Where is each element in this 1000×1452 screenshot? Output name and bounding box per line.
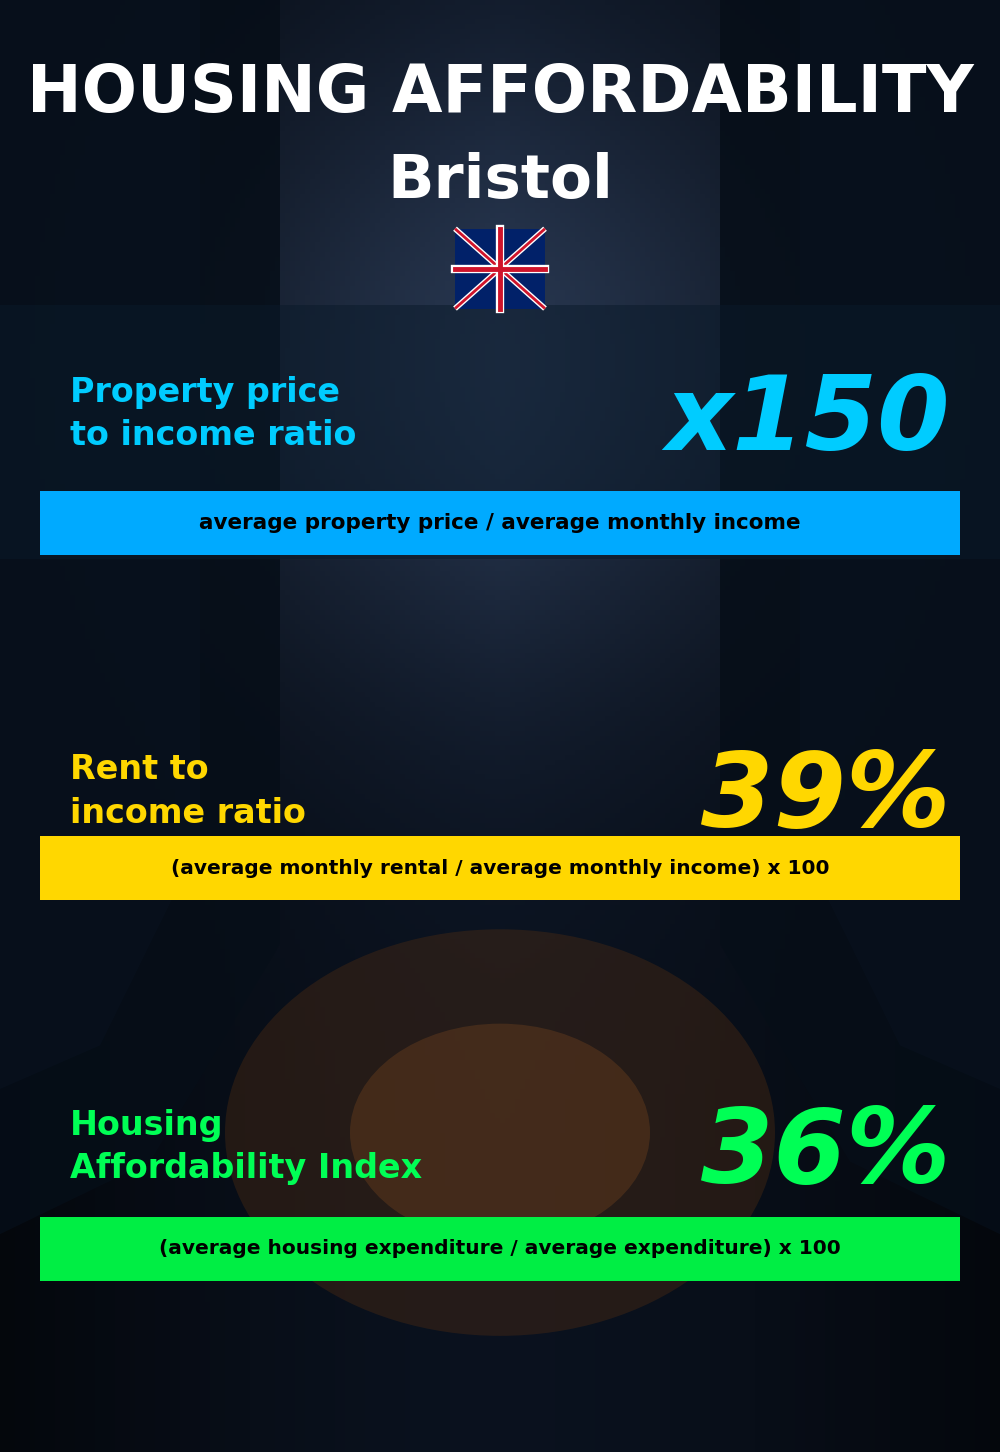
Text: 39%: 39% [701, 748, 950, 849]
Text: Housing
Affordability Index: Housing Affordability Index [70, 1109, 422, 1185]
Polygon shape [720, 0, 1000, 1234]
Ellipse shape [225, 929, 775, 1336]
Text: (average monthly rental / average monthly income) x 100: (average monthly rental / average monthl… [171, 858, 829, 878]
FancyBboxPatch shape [0, 305, 1000, 559]
Polygon shape [0, 0, 200, 1089]
FancyBboxPatch shape [40, 836, 960, 900]
Ellipse shape [350, 1024, 650, 1241]
FancyBboxPatch shape [455, 228, 545, 308]
Text: Property price
to income ratio: Property price to income ratio [70, 376, 356, 452]
FancyBboxPatch shape [40, 1217, 960, 1281]
Text: 36%: 36% [701, 1104, 950, 1205]
Text: average property price / average monthly income: average property price / average monthly… [199, 513, 801, 533]
FancyBboxPatch shape [40, 491, 960, 555]
Polygon shape [0, 0, 280, 1234]
Text: Bristol: Bristol [387, 152, 613, 211]
Text: x150: x150 [665, 370, 950, 472]
Text: HOUSING AFFORDABILITY: HOUSING AFFORDABILITY [27, 62, 973, 126]
Text: (average housing expenditure / average expenditure) x 100: (average housing expenditure / average e… [159, 1239, 841, 1259]
Text: Rent to
income ratio: Rent to income ratio [70, 754, 306, 829]
Polygon shape [800, 0, 1000, 1089]
